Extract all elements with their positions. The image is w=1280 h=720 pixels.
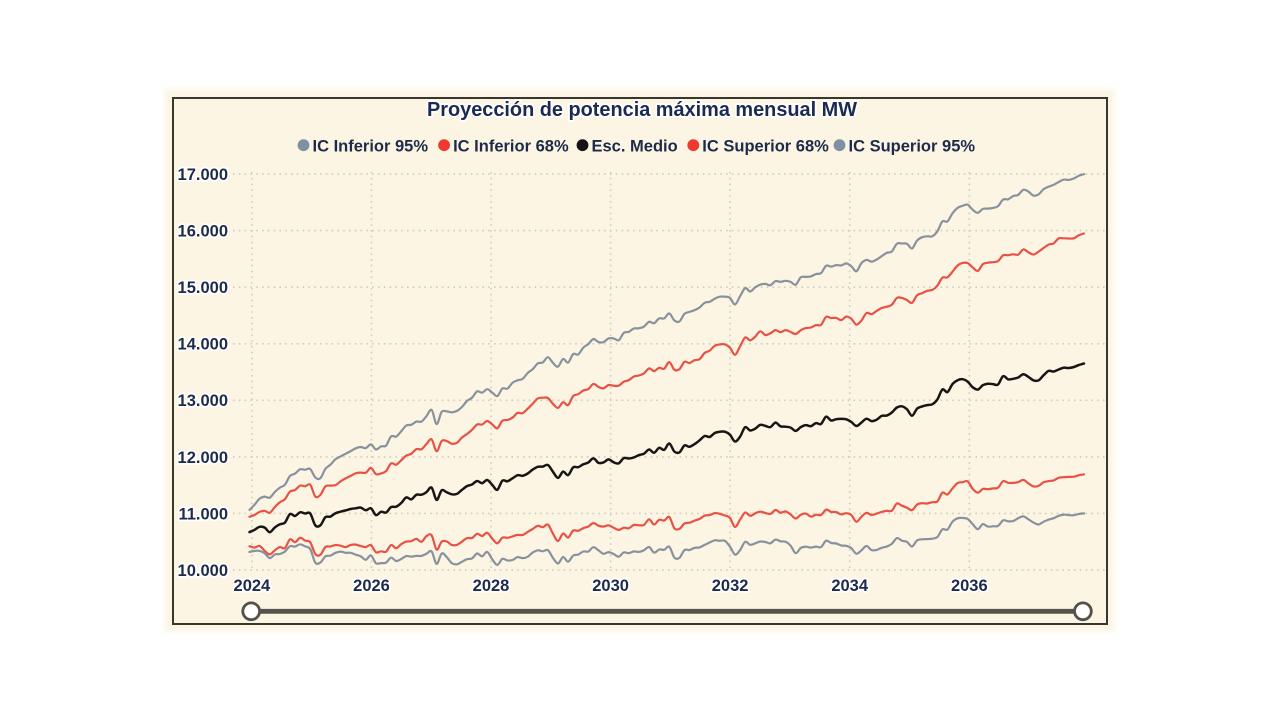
svg-text:2032: 2032 (712, 577, 749, 595)
svg-text:17.000: 17.000 (178, 166, 228, 184)
svg-text:2030: 2030 (592, 577, 629, 595)
svg-text:2034: 2034 (831, 577, 869, 595)
svg-text:IC Superior 68%: IC Superior 68% (702, 137, 829, 155)
svg-text:2026: 2026 (353, 577, 390, 595)
svg-text:IC Superior 95%: IC Superior 95% (849, 137, 976, 155)
svg-text:Proyección de potencia máxima: Proyección de potencia máxima mensual MW (427, 99, 857, 121)
svg-text:16.000: 16.000 (178, 223, 228, 241)
svg-text:Esc. Medio: Esc. Medio (592, 137, 678, 155)
svg-text:12.000: 12.000 (178, 449, 228, 467)
svg-text:10.000: 10.000 (178, 562, 228, 580)
svg-text:13.000: 13.000 (178, 392, 228, 410)
svg-text:15.000: 15.000 (178, 279, 228, 297)
svg-text:2028: 2028 (473, 577, 510, 595)
svg-text:IC Inferior 95%: IC Inferior 95% (313, 137, 429, 155)
svg-text:IC Inferior 68%: IC Inferior 68% (453, 137, 569, 155)
svg-text:11.000: 11.000 (178, 505, 228, 523)
svg-text:2024: 2024 (234, 577, 272, 595)
svg-text:2036: 2036 (951, 577, 988, 595)
svg-text:14.000: 14.000 (178, 336, 228, 354)
